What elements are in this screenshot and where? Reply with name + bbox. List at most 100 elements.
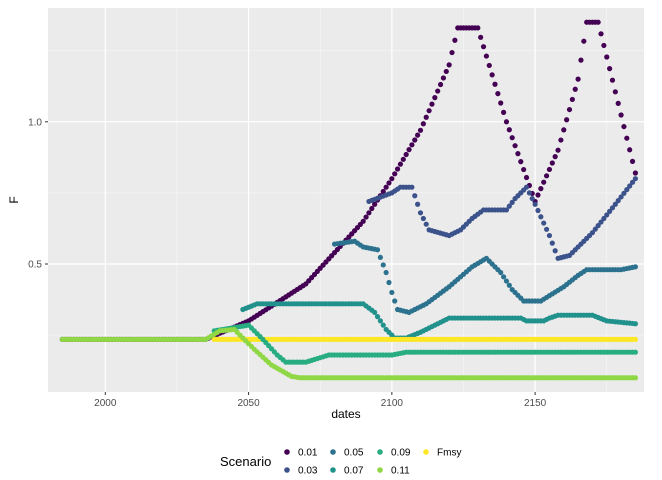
- data-point: [621, 123, 627, 130]
- data-point: [377, 318, 383, 324]
- data-point: [415, 132, 421, 138]
- data-point: [546, 166, 553, 173]
- data-point: [598, 31, 604, 37]
- y-axis-title: F: [7, 196, 21, 203]
- data-point: [598, 219, 604, 225]
- series-0.03: [366, 176, 639, 261]
- legend-key: [377, 467, 383, 473]
- data-point: [386, 279, 392, 286]
- data-point: [437, 81, 444, 88]
- data-point: [475, 25, 481, 31]
- data-point: [632, 321, 639, 327]
- series-0.05: [331, 238, 639, 315]
- legend-key: [330, 467, 336, 473]
- data-point: [541, 179, 547, 185]
- data-point: [480, 44, 487, 50]
- data-point: [581, 38, 587, 44]
- legend-key: [330, 449, 336, 455]
- data-point: [483, 53, 489, 59]
- x-tick-label: 2100: [381, 398, 404, 409]
- data-point: [392, 171, 398, 177]
- data-point: [380, 262, 386, 268]
- data-point: [417, 210, 424, 216]
- data-point: [526, 190, 532, 196]
- data-point: [543, 226, 550, 232]
- data-point: [549, 240, 555, 246]
- data-point: [432, 95, 438, 101]
- legend-label: 0.01: [298, 448, 318, 459]
- data-point: [558, 137, 564, 143]
- plot-panel: [48, 8, 644, 392]
- data-point: [486, 62, 492, 69]
- data-point: [512, 143, 518, 149]
- data-point: [443, 68, 449, 75]
- y-axis-ticks: 0.5 1.0: [28, 117, 48, 271]
- data-point: [420, 121, 426, 127]
- x-axis-ticks: 2000 2050 2100 2150: [94, 392, 547, 409]
- data-point: [555, 147, 561, 153]
- data-point: [518, 159, 524, 165]
- data-point: [523, 184, 530, 190]
- data-point: [632, 176, 639, 182]
- data-point: [566, 106, 573, 113]
- data-points: [59, 19, 639, 381]
- data-point: [627, 183, 633, 189]
- data-point: [549, 160, 555, 166]
- x-tick-label: 2000: [94, 398, 117, 409]
- legend-title: Scenario: [220, 454, 271, 469]
- data-point: [440, 75, 447, 81]
- data-point: [609, 205, 616, 211]
- data-point: [595, 19, 601, 25]
- legend-key: [284, 467, 290, 473]
- data-point: [604, 54, 610, 60]
- legend-key: [423, 449, 429, 455]
- data-point: [604, 212, 610, 218]
- data-point: [627, 147, 633, 153]
- data-point: [506, 282, 512, 288]
- data-point: [541, 220, 547, 226]
- legend-label: 0.07: [344, 466, 364, 477]
- data-point: [389, 176, 395, 182]
- data-point: [394, 166, 401, 172]
- data-point: [400, 156, 406, 162]
- data-point: [523, 174, 530, 181]
- data-point: [632, 349, 639, 355]
- x-axis-title: dates: [331, 407, 360, 421]
- legend-label: Fmsy: [437, 448, 461, 459]
- data-point: [501, 274, 507, 280]
- data-point: [564, 117, 570, 123]
- series-Fmsy: [211, 336, 639, 342]
- data-point: [575, 76, 581, 82]
- data-point: [452, 37, 458, 43]
- data-point: [569, 96, 575, 103]
- data-point: [498, 269, 504, 276]
- data-point: [552, 248, 558, 254]
- data-point: [380, 322, 386, 328]
- data-point: [446, 62, 452, 68]
- data-point: [377, 254, 383, 260]
- data-point: [561, 127, 567, 133]
- data-point: [435, 88, 441, 94]
- data-point: [506, 127, 512, 133]
- data-point: [607, 66, 613, 72]
- series-0.09: [211, 322, 639, 365]
- data-point: [503, 207, 510, 213]
- data-point: [420, 215, 426, 222]
- data-point: [629, 158, 636, 164]
- data-point: [478, 34, 484, 40]
- data-point: [632, 264, 639, 270]
- data-point: [624, 135, 630, 141]
- major-grid: [48, 8, 644, 392]
- data-point: [546, 232, 553, 239]
- data-point: [618, 112, 624, 118]
- data-point: [624, 187, 630, 193]
- data-point: [538, 186, 544, 192]
- data-point: [612, 89, 618, 95]
- data-point: [498, 100, 504, 106]
- data-point: [492, 81, 498, 87]
- data-point: [578, 57, 584, 63]
- legend-key: [377, 449, 383, 455]
- data-point: [589, 230, 596, 236]
- legend-key: [284, 449, 290, 455]
